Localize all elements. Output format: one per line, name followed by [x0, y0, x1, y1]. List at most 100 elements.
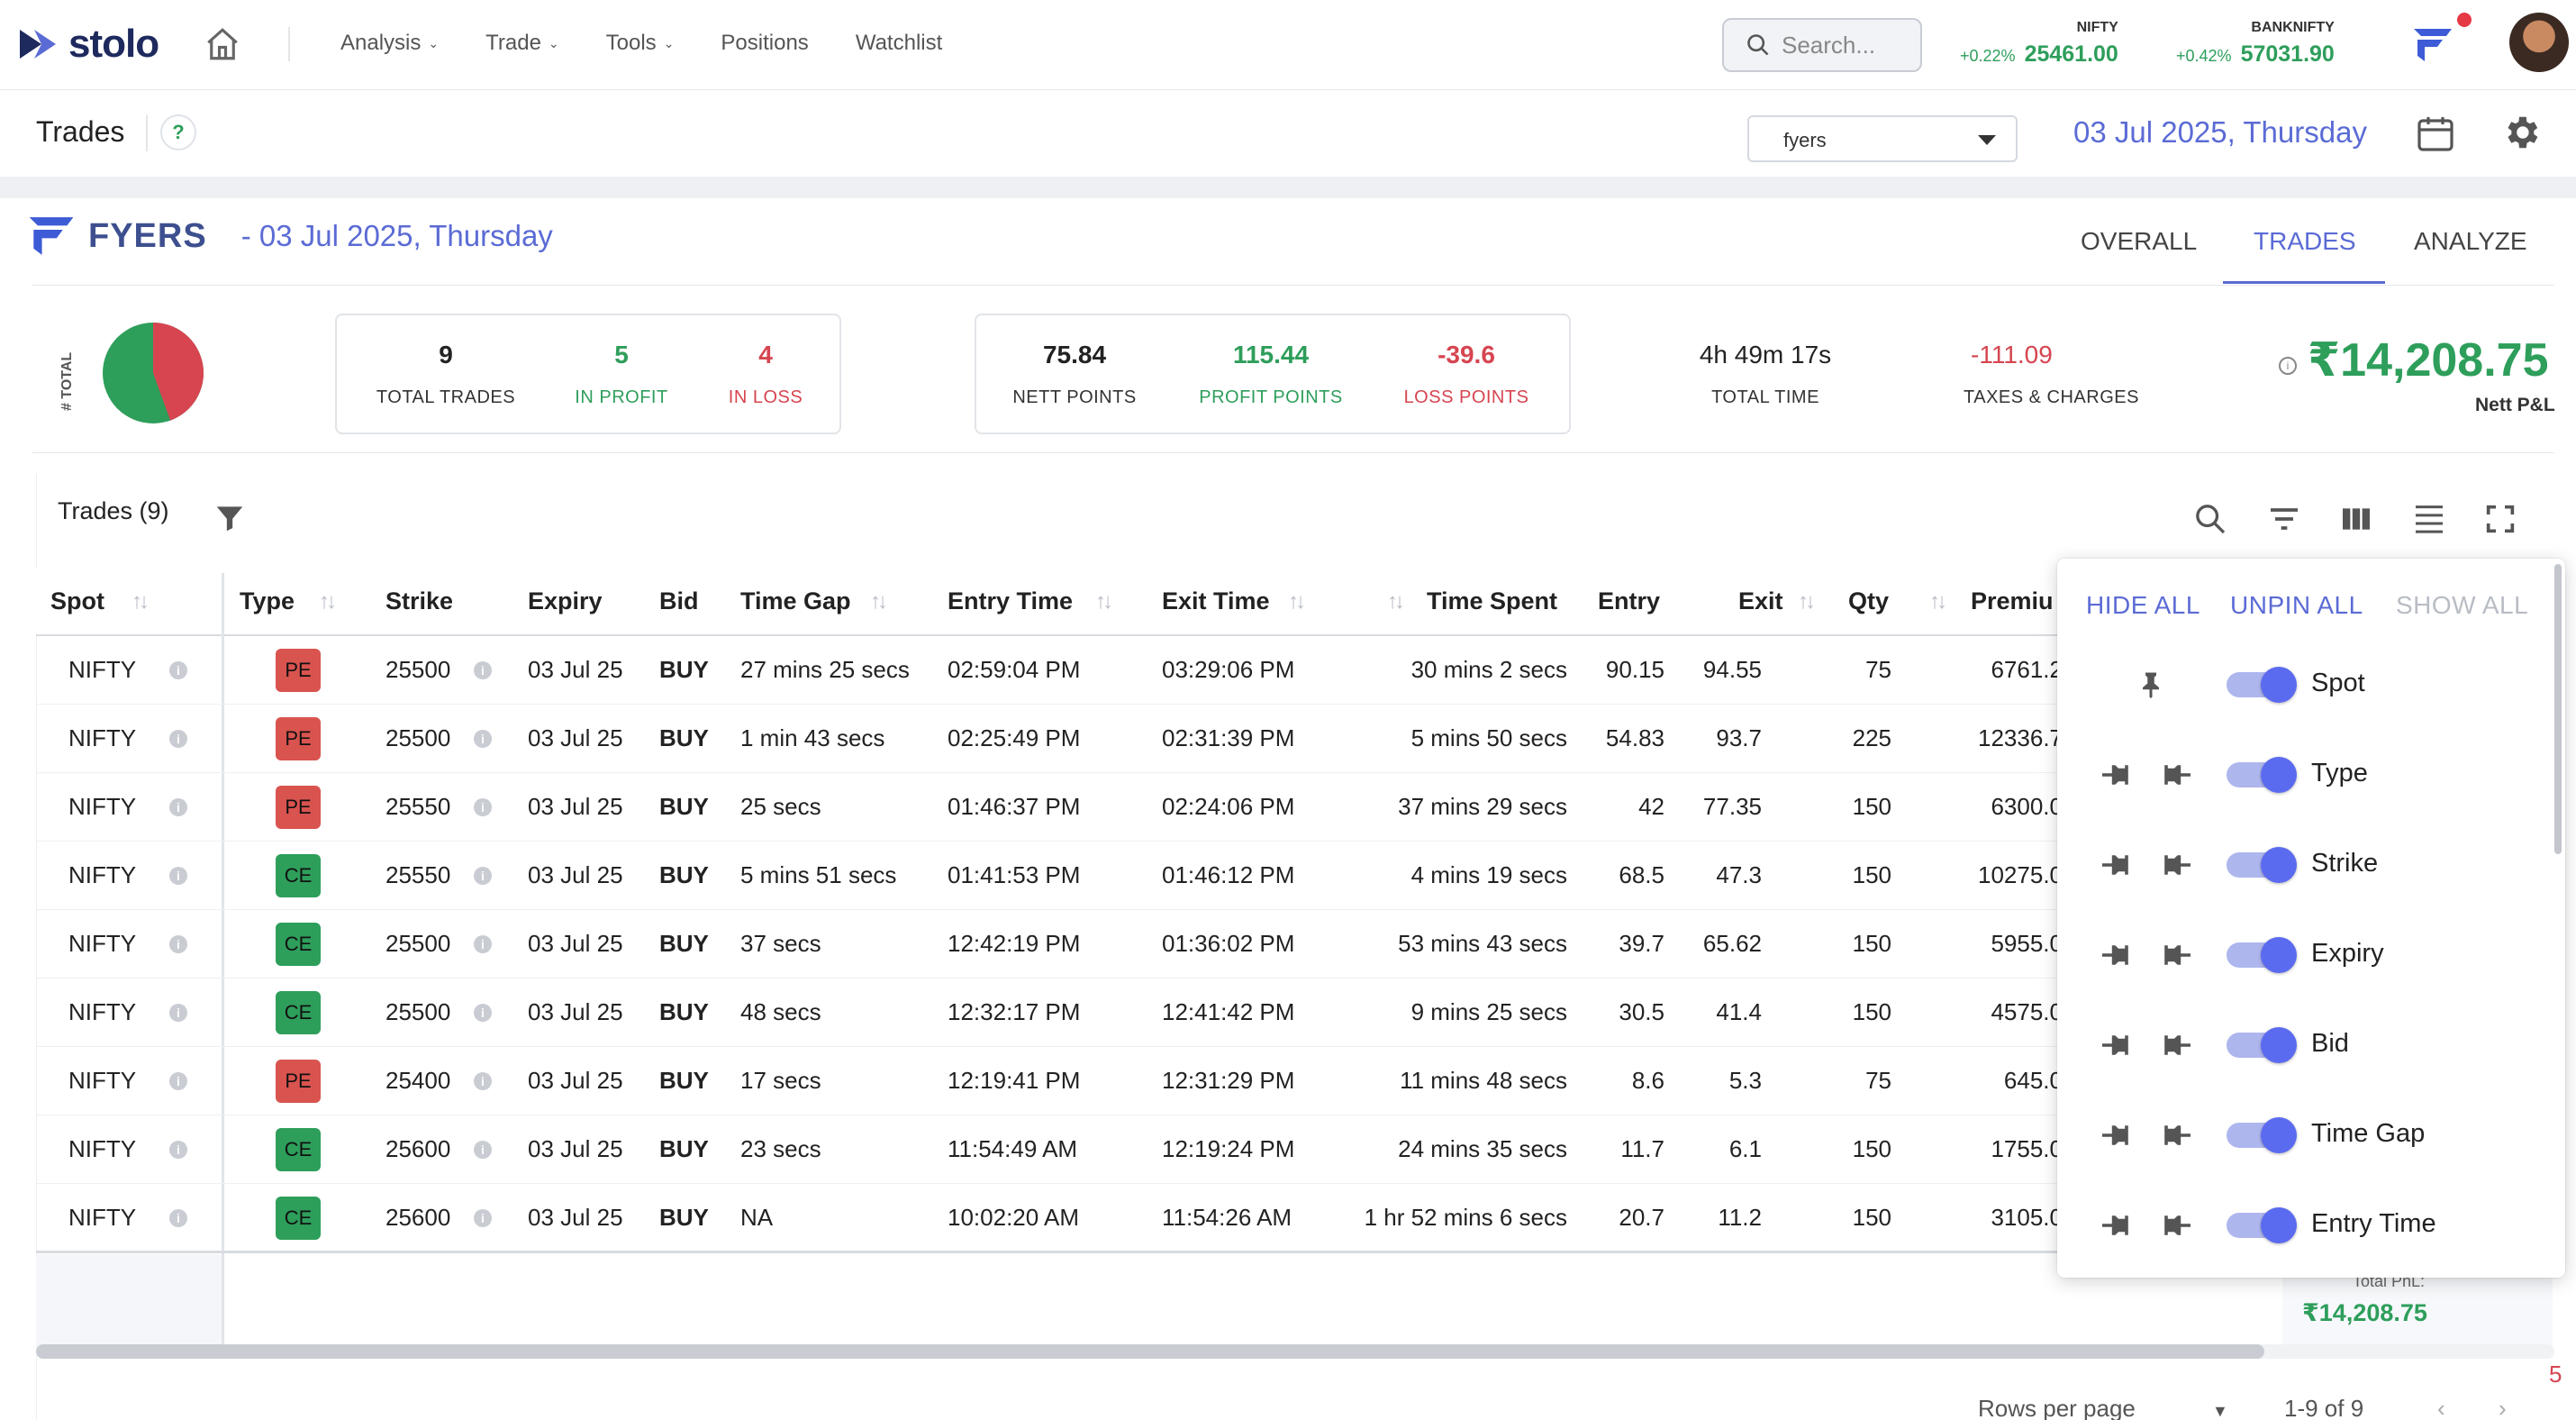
table-row[interactable] [36, 910, 2063, 979]
info-icon[interactable]: i [169, 1004, 187, 1022]
pin-right-icon[interactable] [2154, 849, 2194, 886]
home-icon[interactable] [204, 25, 241, 68]
table-row[interactable] [36, 842, 2063, 910]
sort-icon[interactable]: ↑↓ [1387, 589, 1405, 614]
info-icon[interactable]: i [169, 730, 187, 748]
pin-right-icon[interactable] [2154, 1119, 2194, 1156]
pin-left-icon[interactable] [2099, 1119, 2138, 1156]
panel-scrollbar[interactable] [2554, 564, 2562, 854]
chevron-right-icon[interactable]: › [2499, 1395, 2507, 1420]
col-header-strike[interactable]: Strike [385, 587, 454, 614]
broker-select[interactable]: fyers [1747, 115, 2018, 162]
pin-left-icon[interactable] [2099, 1209, 2138, 1246]
unpin-all-button[interactable]: UNPIN ALL [2230, 591, 2363, 619]
nav-analysis[interactable]: Analysis ⌄ [340, 31, 440, 55]
chevron-left-icon[interactable]: ‹ [2437, 1395, 2445, 1420]
column-visibility-toggle[interactable] [2227, 1117, 2297, 1153]
help-button[interactable]: ? [160, 114, 196, 150]
column-toggle-row[interactable]: Strike [2057, 831, 2565, 921]
brand-icon[interactable] [2410, 25, 2455, 69]
density-icon[interactable] [2410, 501, 2448, 542]
column-toggle-row[interactable]: Type [2057, 741, 2565, 831]
info-icon[interactable]: i [474, 1209, 492, 1227]
column-visibility-toggle[interactable] [2227, 1027, 2297, 1063]
table-row[interactable] [36, 705, 2063, 773]
columns-icon[interactable] [2338, 501, 2374, 542]
info-icon[interactable]: i [474, 1004, 492, 1022]
info-icon[interactable]: i [169, 661, 187, 679]
sort-icon[interactable]: ↑↓ [1095, 589, 1113, 614]
column-toggle-row[interactable]: Bid [2057, 1011, 2565, 1101]
info-icon[interactable]: i [474, 730, 492, 748]
filter-icon[interactable] [213, 501, 247, 540]
col-header-time-gap[interactable]: Time Gap [740, 587, 851, 614]
column-visibility-toggle[interactable] [2227, 847, 2297, 883]
table-row[interactable] [36, 636, 2063, 705]
table-row[interactable] [36, 773, 2063, 842]
horizontal-scrollbar[interactable] [36, 1344, 2264, 1359]
info-icon[interactable]: i [169, 798, 187, 816]
info-icon[interactable]: i [474, 661, 492, 679]
pin-right-icon[interactable] [2154, 1029, 2194, 1066]
info-icon[interactable]: i [169, 1209, 187, 1227]
pin-right-icon[interactable] [2154, 1209, 2194, 1246]
col-header-qty[interactable]: Qty [1848, 587, 1890, 614]
col-header-bid[interactable]: Bid [659, 587, 699, 614]
gear-icon[interactable] [2500, 112, 2542, 158]
col-header-premium[interactable]: Premiu [1971, 587, 2054, 614]
info-icon[interactable]: i [474, 798, 492, 816]
app-logo[interactable]: stolo [18, 22, 159, 67]
info-icon[interactable]: i [169, 935, 187, 953]
tab-trades[interactable]: TRADES [2254, 227, 2356, 255]
column-toggle-row[interactable]: Time Gap [2057, 1101, 2565, 1191]
nav-trade[interactable]: Trade ⌄ [485, 31, 559, 55]
search-input[interactable]: Search... [1722, 18, 1922, 72]
index-nifty[interactable]: NIFTY +0.22% 25461.00 [1960, 20, 2118, 68]
pin-left-icon[interactable] [2099, 939, 2138, 976]
pin-right-icon[interactable] [2154, 939, 2194, 976]
pin-left-icon[interactable] [2099, 849, 2138, 886]
sort-icon[interactable]: ↑↓ [870, 589, 888, 614]
table-row[interactable] [36, 1115, 2063, 1184]
pin-icon[interactable] [2135, 667, 2167, 707]
col-header-expiry[interactable]: Expiry [528, 587, 603, 614]
pin-left-icon[interactable] [2099, 1029, 2138, 1066]
tab-analyze[interactable]: ANALYZE [2414, 227, 2527, 255]
index-banknifty[interactable]: BANKNIFTY +0.42% 57031.90 [2176, 20, 2335, 68]
column-toggle-row[interactable]: Entry Time [2057, 1191, 2565, 1278]
sort-icon[interactable]: ↑↓ [319, 589, 337, 614]
avatar[interactable] [2509, 13, 2569, 72]
info-icon[interactable]: i [474, 935, 492, 953]
col-header-exit-time[interactable]: Exit Time [1162, 587, 1270, 614]
pinned-column-divider[interactable] [222, 573, 224, 1357]
info-icon[interactable]: i [474, 867, 492, 885]
column-visibility-toggle[interactable] [2227, 937, 2297, 973]
table-search-icon[interactable] [2192, 501, 2228, 542]
nav-watchlist[interactable]: Watchlist [855, 31, 943, 55]
sort-icon[interactable]: ↑↓ [1288, 589, 1306, 614]
filter-list-icon[interactable] [2266, 501, 2302, 542]
tab-overall[interactable]: OVERALL [2081, 227, 2198, 255]
col-header-time-spent[interactable]: Time Spent [1427, 587, 1558, 614]
info-icon[interactable]: i [474, 1141, 492, 1159]
pin-left-icon[interactable] [2099, 759, 2138, 796]
col-header-entry-time[interactable]: Entry Time [948, 587, 1074, 614]
table-row[interactable] [36, 1047, 2063, 1115]
info-icon[interactable]: i [474, 1072, 492, 1090]
column-visibility-toggle[interactable] [2227, 667, 2297, 703]
table-row[interactable] [36, 979, 2063, 1047]
column-toggle-row[interactable]: Spot [2057, 651, 2565, 741]
show-all-button[interactable]: SHOW ALL [2396, 591, 2529, 619]
info-icon[interactable]: i [2279, 357, 2297, 375]
pin-right-icon[interactable] [2154, 759, 2194, 796]
col-header-entry[interactable]: Entry [1598, 587, 1661, 614]
selected-date[interactable]: 03 Jul 2025, Thursday [2073, 115, 2367, 149]
col-header-type[interactable]: Type [240, 587, 295, 614]
caret-down-icon[interactable]: ▼ [2212, 1402, 2228, 1420]
nav-tools[interactable]: Tools ⌄ [605, 31, 675, 55]
nav-positions[interactable]: Positions [721, 31, 809, 55]
calendar-icon[interactable] [2414, 112, 2457, 159]
info-icon[interactable]: i [169, 867, 187, 885]
column-visibility-toggle[interactable] [2227, 757, 2297, 793]
col-header-exit[interactable]: Exit [1738, 587, 1783, 614]
